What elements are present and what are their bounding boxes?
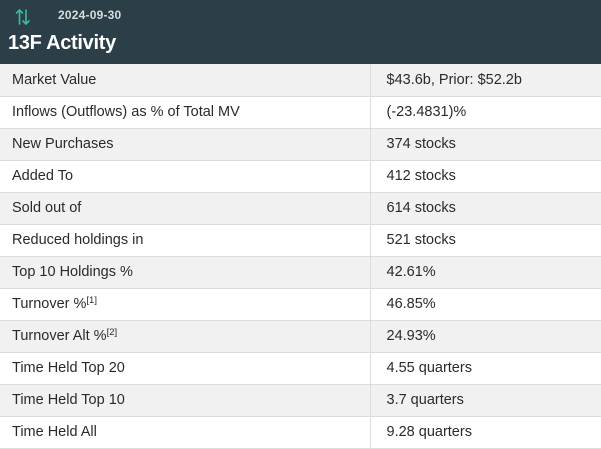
footnote-ref: [1] (86, 295, 97, 306)
row-label-top-10-holdings: Top 10 Holdings % (0, 256, 370, 289)
row-label-reduced-holdings: Reduced holdings in (0, 224, 370, 257)
row-label-time-held-top-20: Time Held Top 20 (0, 352, 370, 385)
row-value-added-to: 412 stocks (369, 160, 601, 193)
row-value-inflows: (-23.4831)% (369, 96, 601, 129)
row-value-time-held-all: 9.28 quarters (369, 416, 601, 449)
table-row: Reduced holdings in 521 stocks (0, 224, 601, 257)
table-row: Time Held Top 20 4.55 quarters (0, 352, 601, 385)
activity-table: Market Value $43.6b, Prior: $52.2b Inflo… (0, 64, 601, 449)
table-row: Sold out of 614 stocks (0, 192, 601, 225)
row-value-time-held-top-20: 4.55 quarters (369, 352, 601, 385)
row-label-new-purchases: New Purchases (0, 128, 370, 161)
footnote-ref: [2] (107, 327, 118, 338)
report-date: 2024-09-30 (58, 8, 122, 22)
table-row: Time Held All 9.28 quarters (0, 416, 601, 449)
row-value-top-10-holdings: 42.61% (369, 256, 601, 289)
row-label-time-held-top-10: Time Held Top 10 (0, 384, 370, 417)
row-label-turnover-alt: Turnover Alt % (12, 328, 107, 344)
row-label-cell-turnover: Turnover %[1] (0, 288, 370, 321)
row-value-sold-out-of: 614 stocks (369, 192, 601, 225)
row-label-cell-turnover-alt: Turnover Alt %[2] (0, 320, 370, 353)
panel-title: 13F Activity (8, 32, 116, 54)
row-value-turnover-alt: 24.93% (369, 320, 601, 353)
row-label-turnover: Turnover % (12, 296, 87, 312)
table-row: Top 10 Holdings % 42.61% (0, 256, 601, 289)
row-label-market-value: Market Value (0, 64, 370, 97)
row-value-turnover: 46.85% (369, 288, 601, 321)
row-value-new-purchases: 374 stocks (369, 128, 601, 161)
table-row: Turnover %[1] 46.85% (0, 288, 601, 321)
row-label-sold-out-of: Sold out of (0, 192, 370, 225)
table-row: Turnover Alt %[2] 24.93% (0, 320, 601, 353)
table-row: Market Value $43.6b, Prior: $52.2b (0, 64, 601, 97)
row-label-time-held-all: Time Held All (0, 416, 370, 449)
panel-header: 2024-09-30 13F Activity (0, 0, 601, 64)
footnote-link-1[interactable]: [1] (86, 295, 97, 306)
row-label-inflows: Inflows (Outflows) as % of Total MV (0, 96, 370, 129)
swap-vertical-arrows-icon[interactable] (12, 6, 34, 28)
row-value-market-value: $43.6b, Prior: $52.2b (369, 64, 601, 97)
table-row: Inflows (Outflows) as % of Total MV (-23… (0, 96, 601, 129)
table-row: Added To 412 stocks (0, 160, 601, 193)
row-value-reduced-holdings: 521 stocks (369, 224, 601, 257)
row-value-time-held-top-10: 3.7 quarters (369, 384, 601, 417)
table-row: New Purchases 374 stocks (0, 128, 601, 161)
row-label-added-to: Added To (0, 160, 370, 193)
footnote-link-2[interactable]: [2] (106, 327, 118, 338)
table-row: Time Held Top 10 3.7 quarters (0, 384, 601, 417)
